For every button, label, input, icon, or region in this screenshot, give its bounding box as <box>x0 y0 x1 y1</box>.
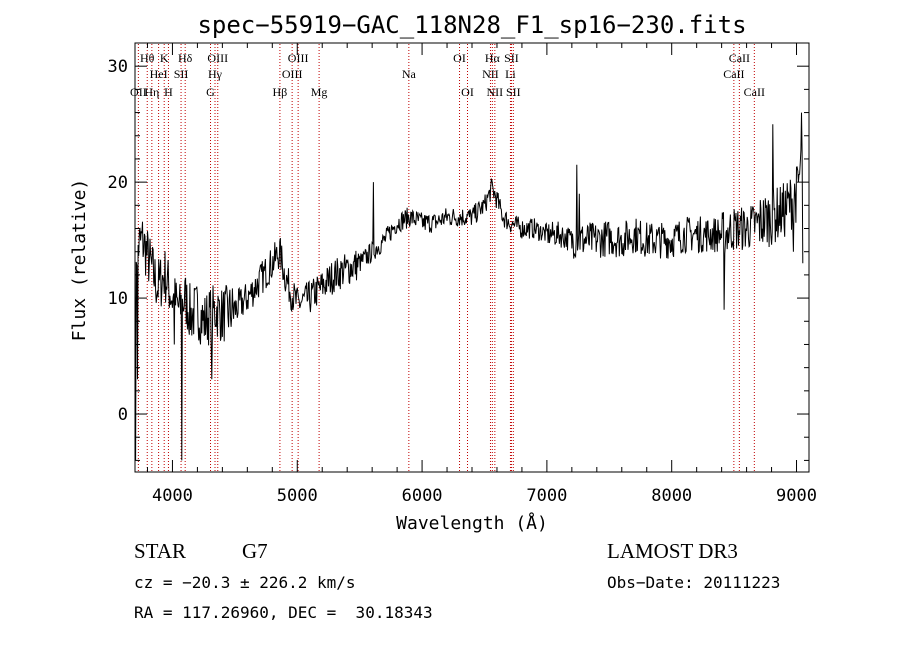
spectrum-line <box>134 112 804 461</box>
plot-frame <box>134 42 810 473</box>
line-label-3: HeI <box>150 67 168 81</box>
subclass: G7 <box>242 539 268 563</box>
line-label-19: Hα <box>485 51 501 65</box>
y-tick-label: 20 <box>108 173 128 193</box>
line-label-6: SII <box>174 67 189 81</box>
line-label-18: NII <box>482 67 499 81</box>
line-label-8: G <box>206 85 215 99</box>
obs-date: Obs−Date: 20111223 <box>607 573 781 592</box>
line-label-11: Hβ <box>273 85 288 99</box>
line-label-23: SII <box>506 85 521 99</box>
line-label-21: Li <box>505 67 516 81</box>
line-label-1: Hθ <box>140 51 155 65</box>
chart-title: spec−55919−GAC_118N28_F1_sp16−230.fits <box>197 11 746 39</box>
line-label-14: Mg <box>311 85 328 99</box>
y-tick-label: 0 <box>118 405 128 425</box>
x-tick-label: 6000 <box>402 486 443 506</box>
line-label-25: CaII <box>729 51 750 65</box>
line-label-0: OII <box>130 85 147 99</box>
x-tick-label: 5000 <box>277 486 318 506</box>
object-class: STAR <box>134 539 186 563</box>
y-axis: 0 10 20 30 <box>108 42 809 461</box>
line-label-5: H <box>164 85 173 99</box>
x-tick-label: 7000 <box>526 486 567 506</box>
y-tick-label: 30 <box>108 57 128 77</box>
line-label-10: OIII <box>207 51 228 65</box>
line-label-16: OI <box>453 51 466 65</box>
line-label-4: K <box>160 51 169 65</box>
line-markers <box>137 44 755 471</box>
line-label-13: OIII <box>288 51 309 65</box>
line-label-20: NII <box>487 85 504 99</box>
x-tick-label: 8000 <box>651 486 692 506</box>
coordinates: RA = 117.26960, DEC = 30.18343 <box>134 603 433 622</box>
y-tick-label: 10 <box>108 289 128 309</box>
x-axis-label: Wavelength (Å) <box>396 512 548 534</box>
line-label-15: Na <box>402 67 417 81</box>
line-label-2: Hη <box>144 85 159 99</box>
survey-name: LAMOST DR3 <box>607 539 738 563</box>
y-axis-label: Flux (relative) <box>69 179 90 342</box>
line-label-9: Hγ <box>208 67 223 81</box>
line-labels: OIIHθHηHeIKHSIIHδGHγOIIIHβOIIIOIIIMgNaOI… <box>130 51 765 99</box>
line-label-12: OIII <box>282 67 303 81</box>
line-label-7: Hδ <box>178 51 193 65</box>
x-tick-label: 4000 <box>152 486 193 506</box>
line-label-24: CaII <box>723 67 744 81</box>
x-tick-label: 9000 <box>776 486 817 506</box>
redshift-text: cz = −20.3 ± 226.2 km/s <box>134 573 356 592</box>
line-label-17: OI <box>461 85 474 99</box>
line-label-26: CaII <box>744 85 765 99</box>
x-axis: 4000 5000 6000 7000 8000 9000 <box>146 43 817 506</box>
line-label-22: SII <box>504 51 519 65</box>
